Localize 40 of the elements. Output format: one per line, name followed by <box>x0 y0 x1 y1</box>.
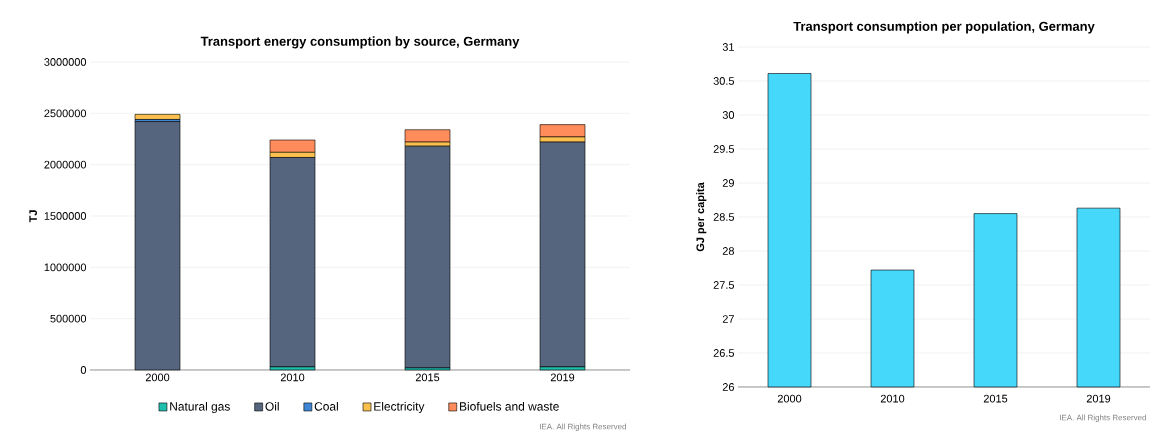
chart-title: Transport energy consumption by source, Germany <box>200 36 520 49</box>
legend-label: Coal <box>314 401 338 411</box>
y-tick-label: 26 <box>722 382 734 391</box>
y-tick-label: 3000000 <box>44 58 87 66</box>
bar <box>539 124 586 138</box>
y-tick-label: 28.5 <box>713 212 735 221</box>
x-tick-label: 2015 <box>415 373 440 382</box>
y-tick-label: 26.5 <box>713 348 735 357</box>
x-tick-label: 2000 <box>145 373 170 382</box>
legend-label: Natural gas <box>170 401 230 413</box>
legend-label: Biofuels and waste <box>460 401 559 411</box>
bar <box>134 113 181 120</box>
y-axis-title: TJ <box>29 210 37 223</box>
y-tick-label: 30.5 <box>713 77 735 85</box>
y-tick-label: 27.5 <box>713 280 735 289</box>
y-tick-label: 28 <box>722 246 734 255</box>
x-tick-label: 2000 <box>777 394 802 403</box>
y-tick-label: 1500000 <box>44 211 87 220</box>
y-tick-label: 2000000 <box>44 160 87 169</box>
x-tick-label: 2010 <box>880 394 905 403</box>
legend-label: Electricity <box>374 401 425 413</box>
x-tick-label: 2019 <box>550 373 575 382</box>
chart-title: Transport consumption per population, Germany <box>793 21 1095 34</box>
y-tick-label: 0 <box>80 365 87 374</box>
legend-label: Oil <box>265 401 279 411</box>
bar <box>404 129 451 143</box>
y-tick-label: 1000000 <box>44 263 87 272</box>
y-tick-label: 29.5 <box>713 145 735 153</box>
x-tick-label: 2010 <box>280 373 305 382</box>
y-tick-label: 500000 <box>50 314 87 323</box>
bar <box>404 145 451 369</box>
y-axis-title: GJ per capita <box>696 182 707 252</box>
y-tick-label: 2500000 <box>44 109 87 118</box>
y-tick-label: 27 <box>722 315 734 323</box>
bar <box>269 139 316 153</box>
y-tick-label: 29 <box>722 178 734 187</box>
y-tick-label: 30 <box>722 111 735 119</box>
x-tick-label: 2015 <box>983 394 1008 403</box>
x-tick-label: 2019 <box>1086 394 1111 403</box>
y-tick-label: 31 <box>722 43 734 51</box>
